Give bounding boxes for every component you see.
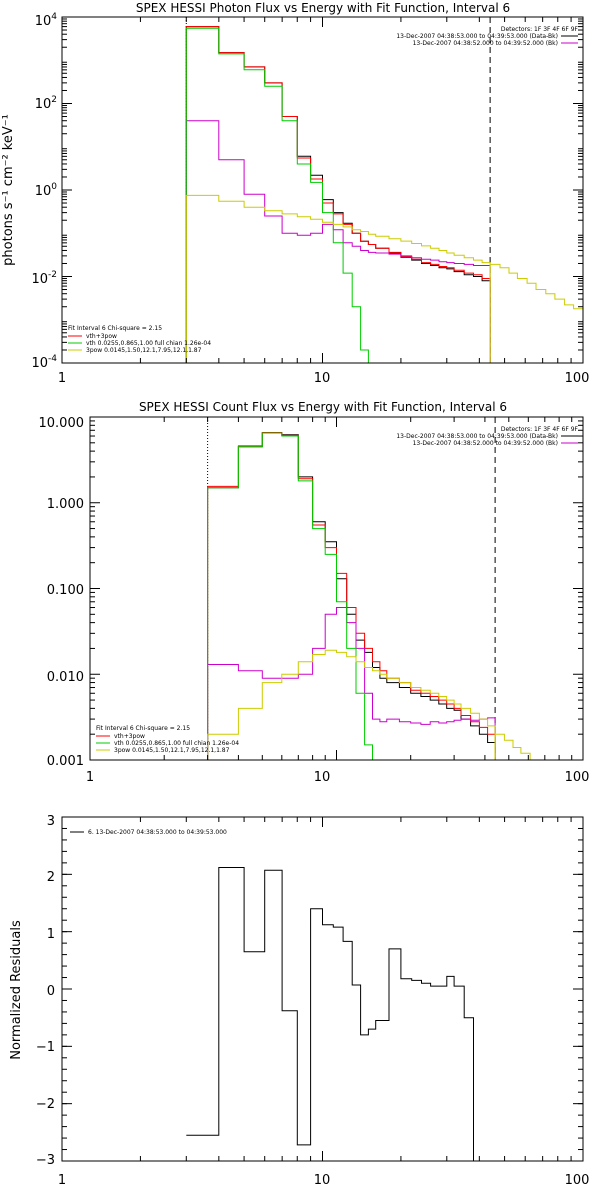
legend-residuals: 6. 13-Dec-2007 04:38:53.000 to 04:39:53.…	[88, 829, 227, 836]
y-tick-label-10.000: 10.000	[39, 416, 85, 431]
x-tick-label-10: 10	[314, 1173, 331, 1188]
legend-fit-interval: Fit Interval 6 Chi-square = 2.15	[68, 325, 162, 332]
x-tick-label-1: 1	[86, 770, 94, 785]
series-data-bk	[185, 26, 491, 363]
legend-detectors: Detectors: 1F 3F 4F 6F 9F	[501, 426, 579, 433]
series-data-bk	[207, 432, 496, 760]
photon-flux-title: SPEX HESSI Photon Flux vs Energy with Fi…	[136, 1, 510, 15]
y-tick-label-1.000: 1.000	[47, 497, 84, 512]
x-tick-label-100: 100	[565, 1173, 590, 1188]
y-tick-label-1: 1	[47, 927, 55, 942]
photon-flux-plot-area	[185, 17, 583, 364]
legend-3pow: 3pow 0.0145,1.50,12.1,7.95,12.1,1.87	[86, 347, 202, 354]
y-tick-label-0.010: 0.010	[47, 670, 84, 685]
residuals-plot-area	[186, 867, 474, 1161]
y-tick-label-0: 0	[47, 984, 55, 999]
series-3pow-tail	[494, 733, 548, 761]
photon-flux-legend-top: Detectors: 1F 3F 4F 6F 9F 13-Dec-2007 04…	[396, 26, 578, 47]
series-residuals	[186, 867, 474, 1161]
photon-flux-legend-bottom: Fit Interval 6 Chi-square = 2.15 vth+3po…	[68, 325, 211, 354]
residuals-y-axis-label: Normalized Residuals	[9, 920, 24, 1060]
series-bk	[185, 120, 491, 363]
series-3pow-tail	[489, 263, 583, 363]
y-tick-label-0.100: 0.100	[47, 583, 84, 598]
legend-data-bk: 13-Dec-2007 04:38:53.000 to 04:39:53.000…	[396, 433, 558, 440]
photon-flux-y-tick-labels: 10-4 10-2 100 102 104	[31, 12, 57, 371]
y-tick-label-minus3: −3	[36, 1153, 55, 1168]
count-flux-y-tick-labels: 0.001 0.010 0.100 1.000 10.000	[39, 416, 85, 769]
legend-data-bk: 13-Dec-2007 04:38:53.000 to 04:39:53.000…	[396, 33, 558, 40]
y-tick-label-1e2: 102	[35, 95, 57, 112]
x-tick-label-1: 1	[58, 371, 66, 386]
legend-vth3pow: vth+3pow	[114, 733, 145, 740]
y-tick-label-1e4: 104	[35, 12, 58, 29]
y-tick-label-minus2: −2	[36, 1097, 55, 1112]
residuals-ticks	[61, 816, 584, 1162]
legend-vth3pow: vth+3pow	[86, 333, 117, 340]
residuals-frame	[61, 816, 584, 1162]
legend-vth: vth 0.0255,0.865,1.00 full chian 1.26e-0…	[114, 740, 239, 747]
residuals-legend: 6. 13-Dec-2007 04:38:53.000 to 04:39:53.…	[70, 829, 227, 836]
photon-flux-x-tick-labels: 1 10 100	[58, 371, 590, 386]
x-tick-label-100: 100	[565, 371, 590, 386]
x-tick-label-10: 10	[314, 371, 331, 386]
legend-fit-interval: Fit Interval 6 Chi-square = 2.15	[96, 725, 190, 732]
residuals-panel: 1 10 100 −3 −2 −1 0 1 2 3 Normalized Res…	[9, 814, 589, 1188]
count-flux-x-tick-labels: 1 10 100	[86, 770, 590, 785]
series-vth	[185, 27, 376, 364]
series-3pow	[185, 194, 491, 363]
count-flux-plot-area	[207, 417, 548, 761]
count-flux-legend-top: Detectors: 1F 3F 4F 6F 9F 13-Dec-2007 04…	[396, 426, 578, 447]
x-tick-label-100: 100	[565, 770, 590, 785]
count-flux-ticks	[89, 416, 584, 761]
count-flux-title: SPEX HESSI Count Flux vs Energy with Fit…	[139, 400, 507, 414]
series-vth-3pow	[185, 26, 491, 363]
y-tick-label-2: 2	[47, 870, 55, 885]
series-vth-3pow	[207, 432, 496, 760]
y-tick-label-1e0: 100	[35, 182, 58, 199]
photon-flux-panel: SPEX HESSI Photon Flux vs Energy with Fi…	[1, 1, 589, 386]
photon-flux-y-axis-label: photons s⁻¹ cm⁻² keV⁻¹	[1, 114, 16, 266]
legend-bk: 13-Dec-2007 04:38:52.000 to 04:39:52.000…	[413, 40, 558, 47]
count-flux-panel: SPEX HESSI Count Flux vs Energy with Fit…	[39, 400, 590, 785]
x-tick-label-1: 1	[58, 1173, 66, 1188]
y-tick-label-0.001: 0.001	[47, 754, 84, 769]
legend-3pow: 3pow 0.0145,1.50,12.1,7.95,12.1,1.87	[114, 747, 230, 754]
x-tick-label-10: 10	[314, 770, 331, 785]
y-tick-label-minus1: −1	[36, 1040, 55, 1055]
count-flux-legend-bottom: Fit Interval 6 Chi-square = 2.15 vth+3po…	[96, 725, 239, 754]
series-3pow	[207, 649, 496, 760]
y-tick-label-3: 3	[47, 814, 55, 829]
residuals-x-tick-labels: 1 10 100	[58, 1173, 590, 1188]
legend-bk: 13-Dec-2007 04:38:52.000 to 04:39:52.000…	[413, 440, 558, 447]
legend-vth: vth 0.0255,0.865,1.00 full chian 1.26e-0…	[86, 340, 211, 347]
y-tick-label-1e-2: 10-2	[31, 270, 57, 287]
photon-flux-ticks	[61, 16, 584, 364]
residuals-y-tick-labels: −3 −2 −1 0 1 2 3	[36, 814, 55, 1168]
series-bk	[207, 607, 496, 760]
y-tick-label-1e-4: 10-4	[31, 354, 57, 371]
legend-detectors: Detectors: 1F 3F 4F 6F 9F	[501, 26, 579, 33]
series-vth	[207, 432, 380, 761]
